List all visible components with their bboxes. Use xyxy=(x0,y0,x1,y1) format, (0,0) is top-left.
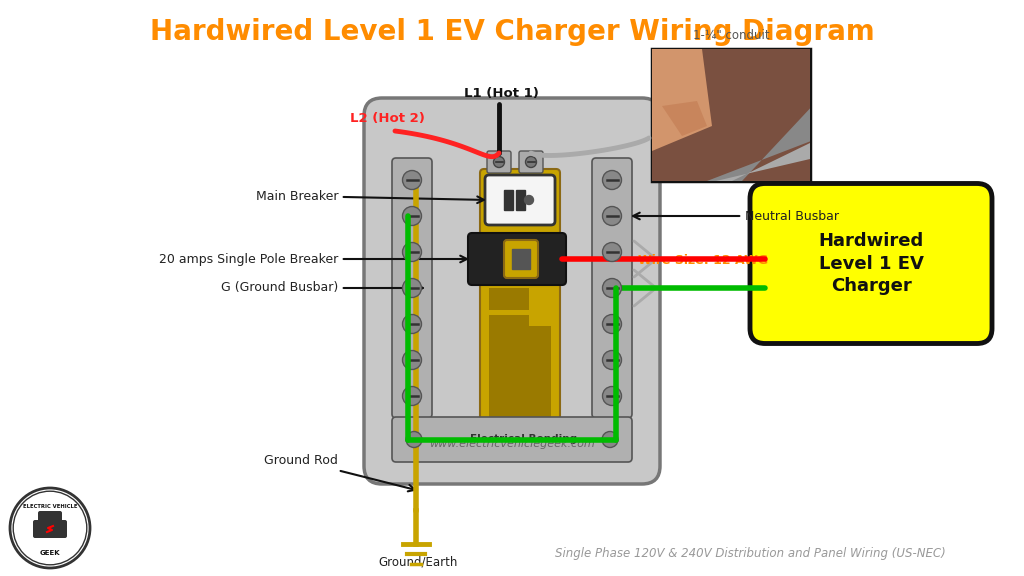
FancyBboxPatch shape xyxy=(33,520,67,538)
Text: Main Breaker: Main Breaker xyxy=(256,190,484,203)
Circle shape xyxy=(402,314,422,334)
Polygon shape xyxy=(716,143,810,181)
Bar xyxy=(652,49,810,181)
Text: G (Ground Busbar): G (Ground Busbar) xyxy=(221,282,423,294)
FancyBboxPatch shape xyxy=(485,175,555,225)
Text: GEEK: GEEK xyxy=(40,550,60,556)
FancyBboxPatch shape xyxy=(750,184,992,343)
Text: N (Neutral): N (Neutral) xyxy=(659,121,743,134)
FancyBboxPatch shape xyxy=(489,341,528,363)
Text: Ground/Earth: Ground/Earth xyxy=(378,555,458,569)
FancyBboxPatch shape xyxy=(392,158,432,418)
Circle shape xyxy=(525,157,537,168)
FancyBboxPatch shape xyxy=(38,511,62,525)
Circle shape xyxy=(402,207,422,225)
FancyBboxPatch shape xyxy=(468,233,566,285)
FancyBboxPatch shape xyxy=(364,98,660,484)
FancyBboxPatch shape xyxy=(487,151,511,173)
Bar xyxy=(516,190,525,210)
FancyBboxPatch shape xyxy=(489,288,528,310)
FancyBboxPatch shape xyxy=(504,240,538,278)
Text: Ground Rod: Ground Rod xyxy=(264,454,415,491)
Circle shape xyxy=(402,386,422,406)
FancyBboxPatch shape xyxy=(489,326,551,423)
FancyBboxPatch shape xyxy=(489,368,551,383)
Text: L2 (Hot 2): L2 (Hot 2) xyxy=(349,112,424,125)
FancyBboxPatch shape xyxy=(480,169,560,432)
Text: L1 (Hot 1): L1 (Hot 1) xyxy=(464,87,539,100)
Circle shape xyxy=(402,242,422,262)
Circle shape xyxy=(402,279,422,297)
Bar xyxy=(512,249,530,269)
Circle shape xyxy=(524,195,534,204)
Circle shape xyxy=(602,279,622,297)
Circle shape xyxy=(602,242,622,262)
Circle shape xyxy=(13,491,87,565)
Text: www.electricvehiclegeek.com: www.electricvehiclegeek.com xyxy=(429,439,595,449)
Text: ELECTRIC VEHICLE: ELECTRIC VEHICLE xyxy=(23,503,77,509)
Circle shape xyxy=(602,386,622,406)
Circle shape xyxy=(494,157,505,168)
FancyBboxPatch shape xyxy=(592,158,632,418)
Bar xyxy=(652,49,810,181)
Circle shape xyxy=(602,207,622,225)
Text: Electrical Bonding: Electrical Bonding xyxy=(470,434,578,445)
Circle shape xyxy=(602,170,622,190)
Text: Single Phase 120V & 240V Distribution and Panel Wiring (US-NEC): Single Phase 120V & 240V Distribution an… xyxy=(555,548,945,560)
Text: 1-¼" conduit: 1-¼" conduit xyxy=(692,29,769,42)
Circle shape xyxy=(602,351,622,369)
Circle shape xyxy=(10,488,90,568)
Text: Neutral Busbar: Neutral Busbar xyxy=(633,210,839,222)
Polygon shape xyxy=(652,49,712,151)
Text: 20 amps Single Pole Breaker: 20 amps Single Pole Breaker xyxy=(159,252,467,266)
Circle shape xyxy=(402,170,422,190)
Circle shape xyxy=(602,314,622,334)
Polygon shape xyxy=(662,101,707,136)
Text: Hardwired
Level 1 EV
Charger: Hardwired Level 1 EV Charger xyxy=(818,232,924,295)
Text: Wire Size: 12 AWG: Wire Size: 12 AWG xyxy=(638,253,768,267)
FancyBboxPatch shape xyxy=(519,151,543,173)
Polygon shape xyxy=(707,108,810,181)
Text: Hardwired Level 1 EV Charger Wiring Diagram: Hardwired Level 1 EV Charger Wiring Diag… xyxy=(150,18,874,46)
FancyBboxPatch shape xyxy=(489,315,528,333)
Circle shape xyxy=(406,431,422,448)
Bar xyxy=(504,190,513,210)
Circle shape xyxy=(402,351,422,369)
FancyBboxPatch shape xyxy=(392,417,632,462)
Circle shape xyxy=(602,431,618,448)
